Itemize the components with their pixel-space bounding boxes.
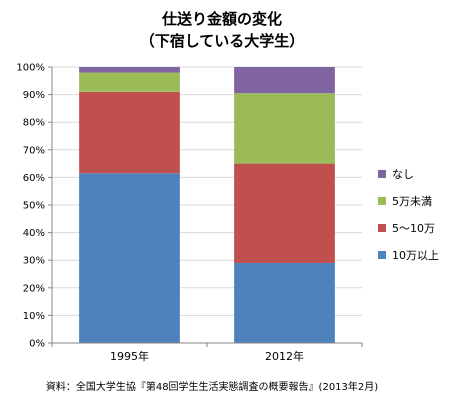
bar-segment: [234, 163, 335, 263]
legend-swatch: [378, 251, 386, 259]
x-category-labels: 1995年 2012年: [110, 349, 304, 363]
bar-segment: [234, 93, 335, 164]
legend-label: 5～10万: [392, 222, 435, 235]
bars: [79, 67, 335, 343]
y-tick-label: 40%: [23, 228, 45, 239]
chart-title-line-2: （下宿している大学生）: [140, 32, 305, 50]
y-tick-label: 100%: [16, 63, 45, 74]
chart-title-line-1: 仕送り金額の変化: [161, 10, 282, 28]
y-tick-label: 80%: [23, 118, 45, 129]
y-tick-label: 0%: [29, 339, 45, 350]
x-category-label: 1995年: [110, 349, 149, 363]
y-tick-label: 50%: [23, 201, 45, 212]
legend-swatch: [378, 224, 386, 232]
legend-label: 5万未満: [392, 195, 432, 208]
axes: [48, 66, 363, 347]
x-category-label: 2012年: [265, 349, 304, 363]
bar-segment: [234, 67, 335, 94]
bar-segment: [79, 173, 180, 343]
y-tick-label: 90%: [23, 90, 45, 101]
legend-swatch: [378, 170, 386, 178]
bar-segment: [234, 262, 335, 343]
y-tick-labels: 0% 10% 20% 30% 40% 50% 60% 70% 80% 90% 100%: [16, 63, 45, 350]
source-note: 資料：全国大学生協『第48回学生生活実態調査の概要報告』(2013年2月): [46, 380, 378, 393]
bar-segment: [79, 91, 180, 174]
y-tick-label: 30%: [23, 256, 45, 267]
legend-label: なし: [392, 168, 414, 181]
y-tick-label: 70%: [23, 145, 45, 156]
y-tick-label: 20%: [23, 283, 45, 294]
bar-segment: [79, 67, 180, 73]
legend: なし 5万未満 5～10万 10万以上: [378, 168, 439, 262]
bar-segment: [79, 72, 180, 92]
legend-label: 10万以上: [392, 249, 439, 262]
legend-swatch: [378, 197, 386, 205]
y-tick-label: 10%: [23, 311, 45, 322]
y-tick-label: 60%: [23, 173, 45, 184]
